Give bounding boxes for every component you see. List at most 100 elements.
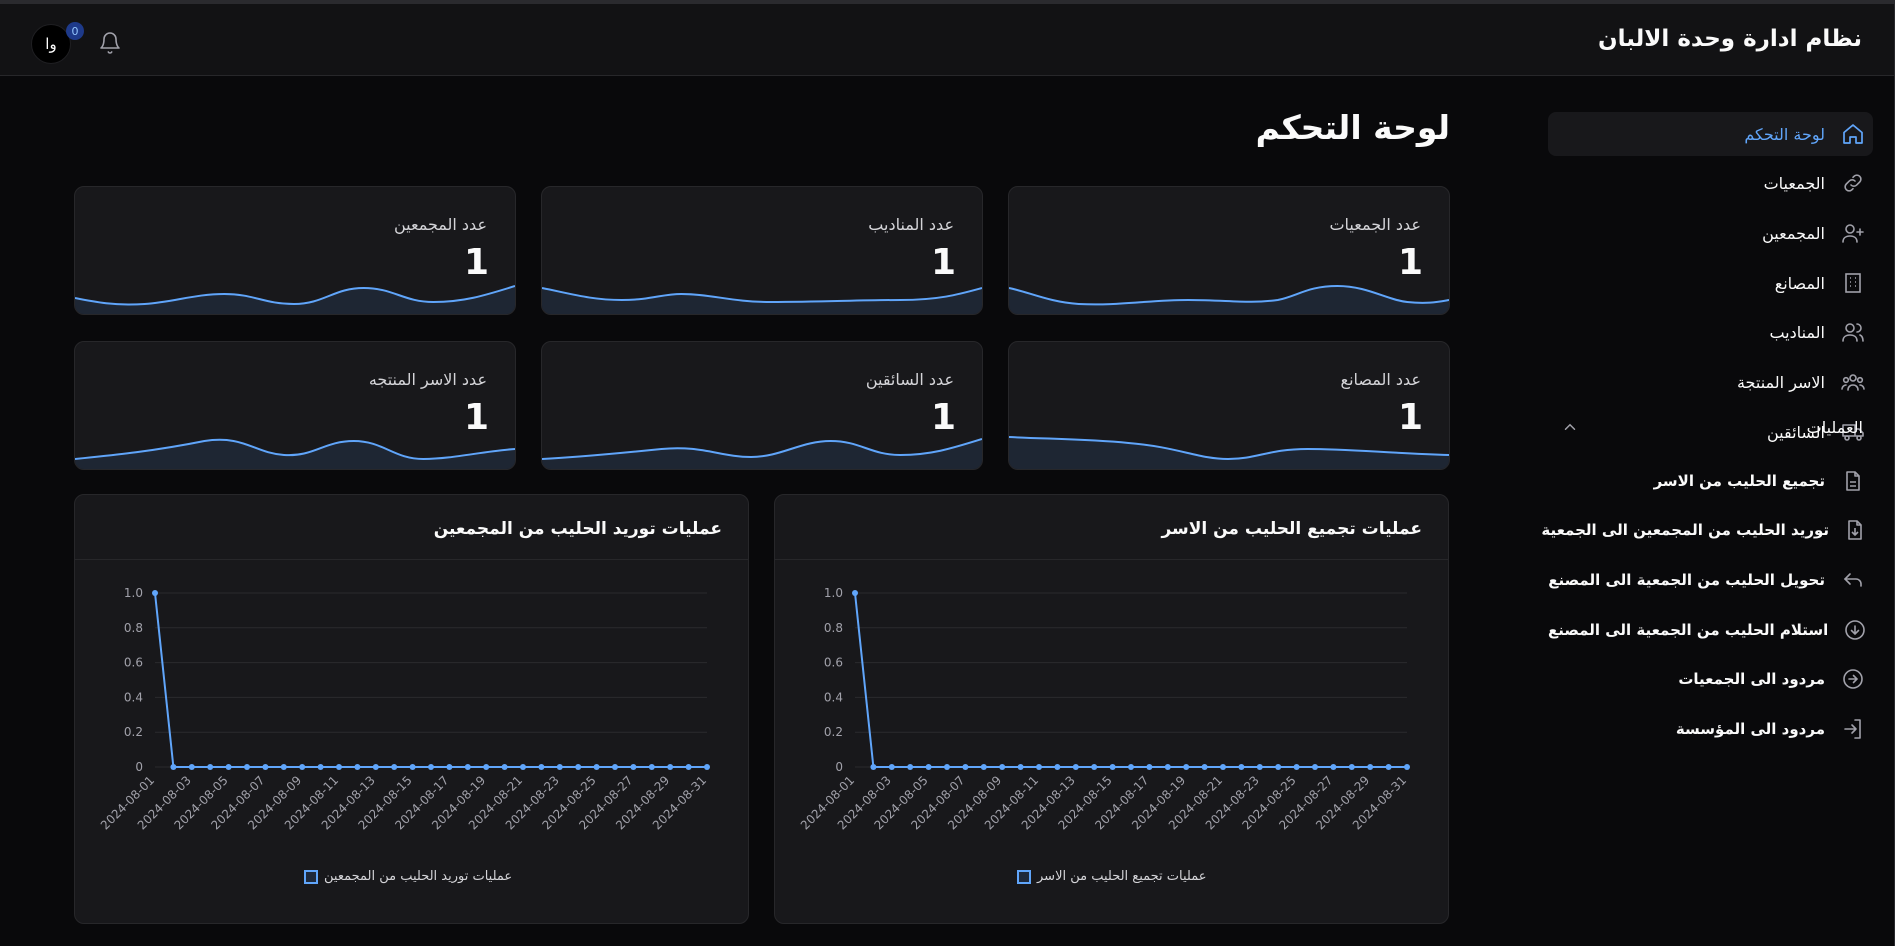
group-icon	[1839, 368, 1867, 396]
data-point	[907, 764, 914, 770]
stat-label: عدد السائقين	[865, 370, 954, 389]
sidebar-item-collectors[interactable]: المجمعين	[1548, 211, 1873, 255]
chevron-up-icon[interactable]	[1561, 418, 1579, 436]
data-point	[428, 764, 434, 770]
data-point	[317, 764, 324, 770]
undo-arrow-icon	[1839, 566, 1867, 594]
y-tick-label: 1.0	[824, 586, 843, 600]
stat-label: عدد المجمعين	[393, 215, 487, 234]
stat-value: 1	[463, 397, 489, 438]
sidebar-item-collect-milk-families[interactable]: تجميع الحليب من الاسر	[1548, 459, 1873, 503]
stat-label: عدد المصانع	[1340, 370, 1421, 389]
sidebar-item-dashboard[interactable]: لوحة التحكم	[1548, 112, 1873, 156]
data-point	[501, 764, 508, 770]
sidebar-item-return-to-institution[interactable]: مردود الى المؤسسة	[1548, 707, 1873, 751]
sidebar-item-associations[interactable]: الجمعيات	[1548, 161, 1873, 205]
sidebar-item-label: المناديب	[1769, 322, 1825, 342]
data-point	[1146, 764, 1153, 770]
data-point	[464, 764, 471, 770]
stat-card-drivers: عدد السائقين 1	[541, 341, 983, 470]
stat-card-factories: عدد المصانع 1	[1008, 341, 1450, 470]
data-point	[1385, 764, 1392, 770]
data-point	[1367, 764, 1374, 770]
data-point	[1256, 764, 1263, 770]
stat-value: 1	[1397, 397, 1423, 438]
sidebar-item-productive-families[interactable]: الاسر المنتجة	[1548, 360, 1873, 404]
app-title: نظام ادارة وحدة الالبان	[1598, 26, 1862, 52]
user-plus-icon	[1839, 219, 1867, 247]
stat-value: 1	[930, 397, 956, 438]
stat-label: عدد الجمعيات	[1329, 215, 1421, 234]
data-point	[980, 764, 987, 770]
data-point	[1348, 764, 1355, 770]
y-tick-label: 0.2	[824, 725, 843, 739]
data-point	[612, 764, 618, 770]
legend-label: عمليات توريد الحليب من المجمعين	[324, 869, 513, 884]
data-point	[1109, 764, 1116, 770]
data-point	[870, 764, 877, 770]
legend-swatch	[1017, 869, 1031, 884]
arrow-right-circle-icon	[1839, 665, 1867, 693]
y-tick-label: 0.4	[824, 690, 843, 704]
top-bar: نظام ادارة وحدة الالبان وا 0	[0, 0, 1895, 76]
data-point	[962, 764, 969, 770]
sidebar-item-supply-milk-collectors[interactable]: توريد الحليب من المجمعين الى الجمعية	[1541, 508, 1873, 552]
data-point	[888, 764, 895, 770]
sidebar-item-return-to-associations[interactable]: مردود الى الجمعيات	[1548, 657, 1873, 701]
data-point	[391, 764, 398, 770]
data-point	[354, 764, 361, 770]
data-point	[336, 764, 342, 770]
chart-legend[interactable]: عمليات توريد الحليب من المجمعين	[304, 869, 512, 884]
data-point	[1404, 764, 1410, 770]
line-chart: 00.20.40.60.81.02024-08-012024-08-032024…	[98, 586, 710, 832]
stat-card-representatives: عدد المناديب 1	[541, 186, 983, 315]
data-point	[630, 764, 637, 770]
chart-legend[interactable]: عمليات تجميع الحليب من الاسر	[1017, 869, 1207, 884]
divider	[775, 559, 1448, 560]
line-chart: 00.20.40.60.81.02024-08-012024-08-032024…	[798, 586, 1410, 832]
sparkline	[75, 438, 515, 469]
data-point	[1036, 764, 1042, 770]
data-point	[538, 764, 545, 770]
sparkline	[542, 287, 982, 314]
data-point	[1312, 764, 1318, 770]
data-point	[483, 764, 490, 770]
sidebar: لوحة التحكم الجمعيات المجمعين المصانع ال…	[1540, 76, 1895, 946]
y-tick-label: 0.8	[124, 621, 143, 635]
sidebar-item-drivers[interactable]: السائقين	[1548, 410, 1873, 454]
data-point	[372, 764, 379, 770]
chart-card-collect-families: عمليات تجميع الحليب من الاسر 0 0.2 0.4 0.6 0…	[774, 494, 1449, 924]
sidebar-item-label: الجمعيات	[1763, 173, 1825, 193]
chart-title: عمليات تجميع الحليب من الاسر	[1161, 519, 1422, 539]
y-tick-label: 0.8	[824, 621, 843, 635]
sparkline	[542, 438, 982, 469]
data-point	[1091, 764, 1098, 770]
data-point	[1183, 764, 1190, 770]
data-point	[152, 590, 158, 596]
sidebar-item-representatives[interactable]: المناديب	[1548, 310, 1873, 354]
sidebar-item-receive-milk[interactable]: استلام الحليب من الجمعية الى المصنع	[1548, 608, 1873, 652]
y-tick-label: 0	[135, 760, 143, 774]
sparkline	[75, 285, 515, 314]
data-point	[1164, 764, 1171, 770]
stat-value: 1	[930, 242, 956, 283]
sidebar-item-transfer-milk[interactable]: تحويل الحليب من الجمعية الى المصنع	[1548, 558, 1873, 602]
arrow-down-circle-icon	[1842, 616, 1867, 644]
data-point	[170, 764, 177, 770]
data-point	[556, 764, 563, 770]
avatar[interactable]: وا	[31, 24, 71, 64]
sidebar-item-label: توريد الحليب من المجمعين الى الجمعية	[1541, 521, 1829, 539]
chart-card-supply-collectors: عمليات توريد الحليب من المجمعين 0 0.2 0.4 0…	[74, 494, 749, 924]
bell-icon[interactable]	[98, 31, 122, 55]
series-line	[854, 592, 1407, 768]
stat-card-collectors: عدد المجمعين 1	[74, 186, 516, 315]
y-tick-label: 0.2	[124, 725, 143, 739]
data-point	[409, 764, 416, 770]
building-icon	[1839, 269, 1867, 297]
data-point	[1128, 764, 1134, 770]
y-tick-label: 0.6	[124, 656, 143, 670]
sidebar-item-factories[interactable]: المصانع	[1548, 261, 1873, 305]
y-tick-label: 1.0	[124, 586, 143, 600]
data-point	[685, 764, 692, 770]
operations-section-title[interactable]: العمليات	[1806, 418, 1863, 437]
